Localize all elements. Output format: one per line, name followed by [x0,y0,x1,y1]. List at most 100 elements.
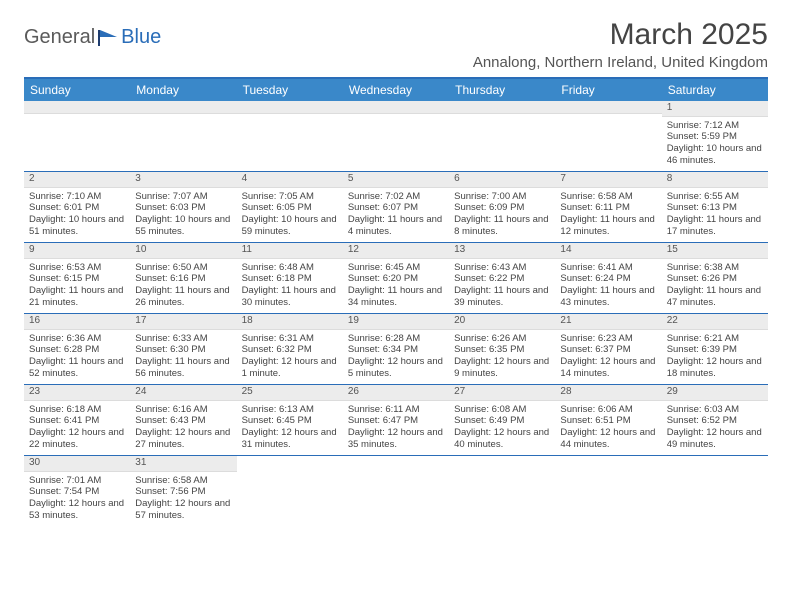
daylight-text: Daylight: 11 hours and 39 minutes. [454,285,550,309]
day-info: Sunrise: 7:00 AMSunset: 6:09 PMDaylight:… [449,188,555,243]
day-cell: 25Sunrise: 6:13 AMSunset: 6:45 PMDayligh… [237,385,343,456]
weekday-header: Saturday [662,79,768,101]
sunrise-text: Sunrise: 6:58 AM [135,475,231,487]
sunset-text: Sunset: 6:52 PM [667,415,763,427]
sunrise-text: Sunrise: 6:31 AM [242,333,338,345]
day-info: Sunrise: 7:05 AMSunset: 6:05 PMDaylight:… [237,188,343,243]
day-info: Sunrise: 6:36 AMSunset: 6:28 PMDaylight:… [24,330,130,385]
day-cell: 8Sunrise: 6:55 AMSunset: 6:13 PMDaylight… [662,172,768,243]
sunrise-text: Sunrise: 6:55 AM [667,191,763,203]
day-info: Sunrise: 6:03 AMSunset: 6:52 PMDaylight:… [662,401,768,456]
sunset-text: Sunset: 6:11 PM [560,202,656,214]
day-cell: 4Sunrise: 7:05 AMSunset: 6:05 PMDaylight… [237,172,343,243]
day-info: Sunrise: 6:16 AMSunset: 6:43 PMDaylight:… [130,401,236,456]
sunset-text: Sunset: 6:32 PM [242,344,338,356]
sunrise-text: Sunrise: 6:45 AM [348,262,444,274]
day-cell: 15Sunrise: 6:38 AMSunset: 6:26 PMDayligh… [662,243,768,314]
sunrise-text: Sunrise: 6:36 AM [29,333,125,345]
daylight-text: Daylight: 10 hours and 46 minutes. [667,143,763,167]
day-number: 25 [237,385,343,401]
day-info: Sunrise: 6:50 AMSunset: 6:16 PMDaylight:… [130,259,236,314]
daylight-text: Daylight: 12 hours and 5 minutes. [348,356,444,380]
day-number: 14 [555,243,661,259]
empty-daynum [24,101,130,114]
day-number: 11 [237,243,343,259]
day-cell: 26 Sunrise: 6:11 AMSunset: 6:47 PMDayligh… [343,385,449,456]
day-info: Sunrise: 7:01 AMSunset: 7:54 PMDaylight:… [24,472,130,527]
day-cell: 20Sunrise: 6:26 AMSunset: 6:35 PMDayligh… [449,314,555,385]
daylight-text: Daylight: 12 hours and 44 minutes. [560,427,656,451]
daylight-text: Daylight: 12 hours and 57 minutes. [135,498,231,522]
empty-cell [237,101,343,172]
day-cell: 5Sunrise: 7:02 AMSunset: 6:07 PMDaylight… [343,172,449,243]
sunrise-text: Sunrise: 6:53 AM [29,262,125,274]
sunset-text: Sunset: 6:01 PM [29,202,125,214]
daylight-text: Daylight: 12 hours and 22 minutes. [29,427,125,451]
day-number: 7 [555,172,661,188]
daylight-text: Daylight: 11 hours and 26 minutes. [135,285,231,309]
location-subtitle: Annalong, Northern Ireland, United Kingd… [473,54,768,71]
week-row: 9Sunrise: 6:53 AMSunset: 6:15 PMDaylight… [24,243,768,314]
sunset-text: Sunset: 6:51 PM [560,415,656,427]
day-number: 23 [24,385,130,401]
empty-daynum [130,101,236,114]
empty-info [343,114,449,164]
daylight-text: Daylight: 12 hours and 35 minutes. [348,427,444,451]
sunset-text: Sunset: 5:59 PM [667,131,763,143]
logo-word-1: General [24,26,95,49]
sunset-text: Sunset: 6:39 PM [667,344,763,356]
daylight-text: Daylight: 12 hours and 1 minute. [242,356,338,380]
page-header: General Blue March 2025 Annalong, Northe… [24,18,768,71]
sunrise-text: Sunrise: 7:00 AM [454,191,550,203]
sunrise-text: Sunrise: 7:10 AM [29,191,125,203]
sunset-text: Sunset: 6:03 PM [135,202,231,214]
sunset-text: Sunset: 7:56 PM [135,486,231,498]
day-number: 30 [24,456,130,472]
day-number: 26 [343,385,449,401]
logo: General Blue [24,26,161,49]
empty-daynum [555,101,661,114]
sunrise-text: Sunrise: 7:01 AM [29,475,125,487]
empty-cell [237,456,343,526]
empty-cell [343,101,449,172]
day-cell: 6Sunrise: 7:00 AMSunset: 6:09 PMDaylight… [449,172,555,243]
weekday-header: Monday [130,79,236,101]
sunset-text: Sunset: 7:54 PM [29,486,125,498]
day-number: 17 [130,314,236,330]
day-cell: 28Sunrise: 6:06 AMSunset: 6:51 PMDayligh… [555,385,661,456]
daylight-text: Daylight: 12 hours and 14 minutes. [560,356,656,380]
sunrise-text: Sunrise: 6:03 AM [667,404,763,416]
sunrise-text: Sunrise: 7:07 AM [135,191,231,203]
daylight-text: Daylight: 11 hours and 30 minutes. [242,285,338,309]
sunrise-text: Sunrise: 6:28 AM [348,333,444,345]
empty-cell [555,456,661,526]
weekday-header: Wednesday [343,79,449,101]
day-info: Sunrise: 6:06 AMSunset: 6:51 PMDaylight:… [555,401,661,456]
day-cell: 22Sunrise: 6:21 AMSunset: 6:39 PMDayligh… [662,314,768,385]
sunrise-text: Sunrise: 6:58 AM [560,191,656,203]
daylight-text: Daylight: 12 hours and 40 minutes. [454,427,550,451]
empty-cell [130,101,236,172]
day-cell: 13Sunrise: 6:43 AMSunset: 6:22 PMDayligh… [449,243,555,314]
title-block: March 2025 Annalong, Northern Ireland, U… [473,18,768,71]
day-info: Sunrise: 6:58 AMSunset: 7:56 PMDaylight:… [130,472,236,527]
day-cell: 3Sunrise: 7:07 AMSunset: 6:03 PMDaylight… [130,172,236,243]
sunset-text: Sunset: 6:47 PM [348,415,444,427]
empty-info [130,114,236,164]
day-info: Sunrise: 6:48 AMSunset: 6:18 PMDaylight:… [237,259,343,314]
sunrise-text: Sunrise: 6:11 AM [348,404,444,416]
daylight-text: Daylight: 11 hours and 21 minutes. [29,285,125,309]
empty-cell [449,101,555,172]
daylight-text: Daylight: 11 hours and 56 minutes. [135,356,231,380]
day-cell: 9Sunrise: 6:53 AMSunset: 6:15 PMDaylight… [24,243,130,314]
week-row: 2Sunrise: 7:10 AMSunset: 6:01 PMDaylight… [24,172,768,243]
day-cell: 11Sunrise: 6:48 AMSunset: 6:18 PMDayligh… [237,243,343,314]
empty-cell [343,456,449,526]
weekday-header: Tuesday [237,79,343,101]
day-cell: 18Sunrise: 6:31 AMSunset: 6:32 PMDayligh… [237,314,343,385]
week-row: 1Sunrise: 7:12 AMSunset: 5:59 PMDaylight… [24,101,768,172]
day-info: Sunrise: 6:31 AMSunset: 6:32 PMDaylight:… [237,330,343,385]
sunset-text: Sunset: 6:18 PM [242,273,338,285]
weekday-header: Friday [555,79,661,101]
day-number: 6 [449,172,555,188]
